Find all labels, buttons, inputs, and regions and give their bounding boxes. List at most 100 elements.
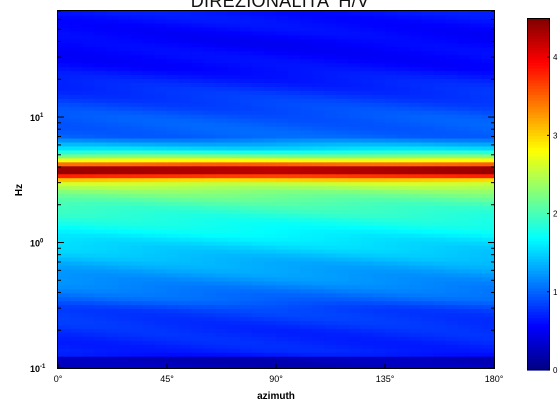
heatmap-cell [94,94,108,99]
heatmap-cell [227,229,241,234]
heatmap-cell [227,137,241,143]
heatmap-cell [409,189,422,195]
heatmap-cell [263,308,277,314]
heatmap-cell [239,300,253,306]
heatmap-cell [324,78,338,83]
heatmap-cell [457,316,471,321]
heatmap-cell [457,98,471,103]
heatmap-cell [239,137,253,143]
heatmap-cell [433,296,447,302]
heatmap-cell [397,288,410,294]
heatmap-cell [324,102,338,107]
heatmap-cell [324,344,338,349]
heatmap-cell [203,340,217,345]
heatmap-cell [94,292,108,298]
heatmap-cell [215,50,229,56]
heatmap-cell [239,304,253,310]
heatmap-cell [263,364,277,369]
heatmap-cell [433,145,447,151]
heatmap-cell [288,145,301,151]
heatmap-cell [227,241,241,246]
heatmap-cell [130,78,144,83]
heatmap-cell [433,18,447,24]
heatmap-cell [70,18,83,24]
heatmap-cell [433,205,447,210]
heatmap-cell [336,304,350,310]
heatmap-cell [324,288,338,294]
heatmap-cell [82,46,95,52]
heatmap-cell [179,181,192,187]
heatmap-cell [457,161,471,167]
heatmap-cell [300,308,313,314]
heatmap-cell [457,249,471,254]
heatmap-cell [421,320,435,325]
heatmap-cell [227,26,241,32]
heatmap-cell [300,292,313,298]
heatmap-cell [130,106,144,111]
heatmap-cell [385,153,398,159]
heatmap-cell [385,145,398,151]
heatmap-cell [106,221,120,226]
heatmap-cell [409,34,422,40]
heatmap-cell [336,153,350,159]
colorbar-segment [527,117,550,122]
heatmap-cell [360,118,374,123]
heatmap-cell [70,340,83,345]
heatmap-cell [469,280,483,286]
heatmap-cell [251,130,265,135]
heatmap-cell [239,237,253,242]
heatmap-cell [263,272,277,278]
heatmap-cell [251,344,265,349]
heatmap-cell [276,284,289,290]
heatmap-cells [58,11,495,369]
heatmap-cell [70,169,83,175]
heatmap-cell [203,181,217,187]
heatmap-cell [397,157,410,163]
heatmap-cell [348,252,362,258]
heatmap-cell [409,352,422,357]
heatmap-cell [215,149,229,155]
heatmap-cell [82,249,95,254]
heatmap-cell [324,260,338,266]
heatmap-cell [154,157,168,163]
heatmap-cell [348,308,362,314]
heatmap-cell [433,173,447,179]
heatmap-cell [469,169,483,175]
heatmap-cell [215,225,229,230]
heatmap-cell [348,336,362,341]
heatmap-cell [154,213,168,218]
heatmap-cell [227,320,241,325]
heatmap-cell [300,157,313,163]
heatmap-cell [251,340,265,345]
heatmap-cell [167,352,180,357]
heatmap-cell [300,114,313,119]
heatmap-cell [263,126,277,131]
heatmap-cell [142,300,156,306]
heatmap-cell [167,74,180,80]
heatmap-cell [215,18,229,24]
heatmap-cell [58,14,71,20]
heatmap-cell [409,356,422,361]
heatmap-cell [251,14,265,20]
heatmap-cell [106,308,120,314]
heatmap-cell [118,54,132,60]
heatmap-cell [154,348,168,353]
heatmap-cell [167,26,180,32]
heatmap-cell [324,86,338,91]
heatmap-cell [409,256,422,262]
heatmap-cell [58,94,71,99]
heatmap-cell [179,66,192,72]
heatmap-cell [433,185,447,191]
heatmap-cell [251,300,265,306]
heatmap-cell [215,82,229,87]
heatmap-cell [445,74,459,80]
heatmap-cell [433,340,447,345]
heatmap-cell [251,336,265,341]
heatmap-cell [312,217,326,222]
heatmap-cell [179,46,192,52]
heatmap-cell [360,137,374,143]
heatmap-cell [481,264,495,270]
heatmap-cell [324,245,338,250]
heatmap-cell [385,110,398,115]
heatmap-cell [142,237,156,242]
